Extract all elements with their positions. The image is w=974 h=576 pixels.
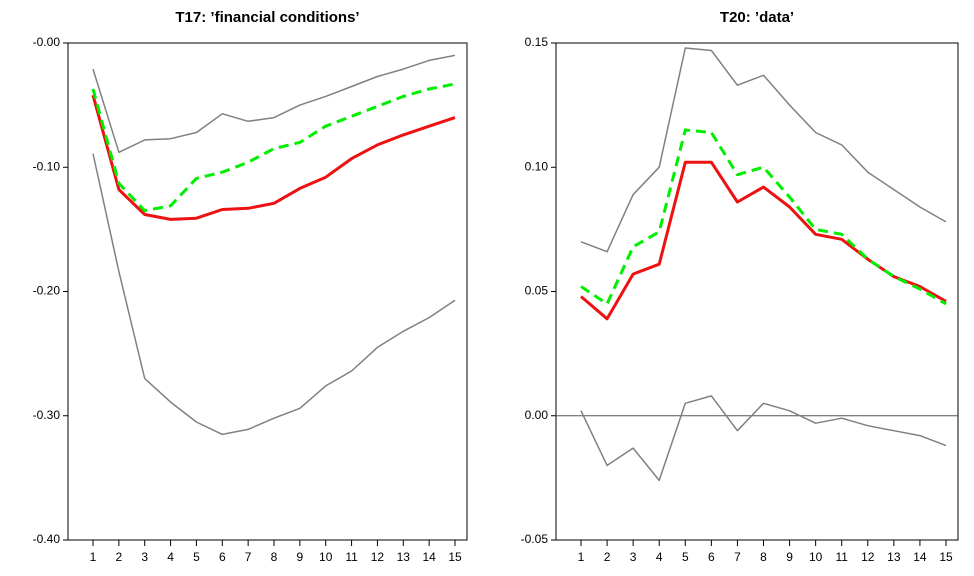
x-tick-label: 12 (371, 550, 385, 564)
x-tick-label: 9 (297, 550, 304, 564)
plot-frame (555, 42, 959, 541)
y-tick-label: -0.05 (521, 532, 549, 546)
x-tick-label: 13 (887, 550, 901, 564)
y-tick-label: -0.40 (33, 532, 61, 546)
x-tick-label: 8 (760, 550, 767, 564)
y-tick-label: 0.00 (525, 408, 549, 422)
x-tick-label: 11 (835, 550, 848, 564)
plot-frame (67, 42, 468, 541)
x-tick-label: 6 (708, 550, 715, 564)
y-tick-label: -0.30 (33, 408, 61, 422)
y-tick-label: 0.15 (525, 35, 549, 49)
x-tick-label: 11 (345, 550, 358, 564)
chart-title: T17: ’financial conditions’ (175, 9, 359, 26)
y-tick-label: 0.10 (525, 159, 549, 173)
x-tick-label: 6 (219, 550, 226, 564)
chart-title: T20: ’data’ (720, 9, 794, 26)
x-tick-label: 10 (809, 550, 823, 564)
series-line (91, 82, 456, 213)
y-tick-label: 0.05 (525, 284, 549, 298)
x-tick-label: 2 (116, 550, 123, 564)
x-tick-label: 3 (630, 550, 637, 564)
x-tick-label: 14 (422, 550, 436, 564)
x-tick-label: 5 (193, 550, 200, 564)
x-tick-label: 15 (448, 550, 462, 564)
x-tick-label: 3 (141, 550, 148, 564)
x-tick-label: 14 (913, 550, 927, 564)
x-tick-label: 7 (245, 550, 252, 564)
x-tick-label: 5 (682, 550, 689, 564)
x-tick-label: 4 (656, 550, 663, 564)
x-tick-label: 13 (397, 550, 411, 564)
series-line (580, 128, 947, 306)
series-line (91, 94, 456, 221)
y-tick-label: -0.00 (33, 35, 61, 49)
x-tick-label: 15 (939, 550, 953, 564)
y-tick-label: -0.10 (33, 159, 61, 173)
series-line (92, 153, 456, 436)
x-tick-label: 7 (734, 550, 741, 564)
x-tick-label: 8 (271, 550, 278, 564)
y-tick-label: -0.20 (33, 284, 61, 298)
x-tick-label: 2 (604, 550, 611, 564)
series-line (580, 47, 947, 253)
x-tick-label: 4 (167, 550, 174, 564)
series-line (580, 395, 947, 482)
x-tick-label: 1 (90, 550, 97, 564)
x-tick-label: 9 (786, 550, 793, 564)
x-tick-label: 12 (861, 550, 875, 564)
x-tick-label: 10 (319, 550, 333, 564)
x-tick-label: 1 (578, 550, 585, 564)
series-line (92, 54, 456, 154)
series-line (580, 160, 947, 321)
